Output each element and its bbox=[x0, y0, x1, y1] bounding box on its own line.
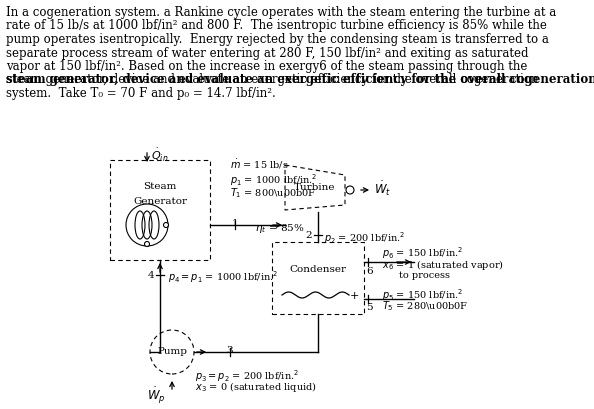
Circle shape bbox=[150, 330, 194, 374]
Text: system.  Take T₀ = 70 F and p₀ = 14.7 lbf/in².: system. Take T₀ = 70 F and p₀ = 14.7 lbf… bbox=[6, 87, 276, 100]
Text: rate of 15 lb/s at 1000 lbf/in² and 800 F.  The isentropic turbine efficiency is: rate of 15 lb/s at 1000 lbf/in² and 800 … bbox=[6, 20, 547, 32]
Text: $\dot{W}_t$: $\dot{W}_t$ bbox=[374, 180, 391, 198]
Text: pump operates isentropically.  Energy rejected by the condensing steam is transf: pump operates isentropically. Energy rej… bbox=[6, 33, 549, 46]
Text: Turbine: Turbine bbox=[294, 183, 336, 192]
Text: $x_3$ = 0 (saturated liquid): $x_3$ = 0 (saturated liquid) bbox=[195, 380, 317, 394]
Text: $T_1$ = 800\u00b0F: $T_1$ = 800\u00b0F bbox=[230, 186, 317, 200]
Text: $p_1$ = 1000 lbf/in.$^2$: $p_1$ = 1000 lbf/in.$^2$ bbox=[230, 172, 318, 188]
Text: 5: 5 bbox=[366, 303, 372, 312]
Text: $\dot{W}_p$: $\dot{W}_p$ bbox=[147, 386, 166, 406]
Text: Condenser: Condenser bbox=[289, 265, 346, 274]
Text: 3: 3 bbox=[227, 346, 233, 355]
Text: vapor at 150 lbf/in². Based on the increase in exergy6 of the steam passing thro: vapor at 150 lbf/in². Based on the incre… bbox=[6, 60, 527, 73]
Circle shape bbox=[144, 241, 150, 247]
Text: In a cogeneration system. a Rankine cycle operates with the steam entering the t: In a cogeneration system. a Rankine cycl… bbox=[6, 6, 556, 19]
Text: 2: 2 bbox=[305, 231, 312, 240]
Text: $T_5$ = 280\u00b0F: $T_5$ = 280\u00b0F bbox=[382, 299, 469, 313]
Text: $p_5$ = 150 lbf/in.$^2$: $p_5$ = 150 lbf/in.$^2$ bbox=[382, 287, 463, 303]
Bar bbox=[110, 160, 210, 260]
Text: $p_2$ = 200 lbf/in.$^2$: $p_2$ = 200 lbf/in.$^2$ bbox=[324, 230, 405, 246]
Text: $p_3 = p_2$ = 200 lbf/in.$^2$: $p_3 = p_2$ = 200 lbf/in.$^2$ bbox=[195, 368, 299, 384]
Text: $p_6$ = 150 lbf/in.$^2$: $p_6$ = 150 lbf/in.$^2$ bbox=[382, 245, 463, 261]
Circle shape bbox=[346, 186, 354, 194]
Text: $\dot{m}$ = 15 lb/s: $\dot{m}$ = 15 lb/s bbox=[230, 158, 289, 171]
Text: Pump: Pump bbox=[157, 348, 187, 357]
Text: 6: 6 bbox=[366, 267, 372, 276]
Bar bbox=[272, 242, 364, 314]
Text: $\dot{Q}_{in}$: $\dot{Q}_{in}$ bbox=[151, 146, 169, 164]
Text: +: + bbox=[349, 291, 359, 301]
Text: steam generator, device and evaluate an exergetic efficiency for the overall cog: steam generator, device and evaluate an … bbox=[6, 74, 539, 86]
Text: Steam: Steam bbox=[143, 182, 176, 191]
Text: Generator: Generator bbox=[133, 197, 187, 206]
Text: 1: 1 bbox=[232, 219, 238, 228]
Text: steam generator, device and evaluate an exergetic efficiency for the overall cog: steam generator, device and evaluate an … bbox=[6, 74, 594, 86]
Circle shape bbox=[163, 222, 169, 227]
Text: $p_4 = p_1$ = 1000 lbf/in.$^2$: $p_4 = p_1$ = 1000 lbf/in.$^2$ bbox=[168, 269, 279, 285]
Text: to process: to process bbox=[399, 271, 450, 280]
Text: $\eta_t$ = 85%: $\eta_t$ = 85% bbox=[255, 222, 305, 235]
Text: separate process stream of water entering at 280 F, 150 lbf/in² and exiting as s: separate process stream of water enterin… bbox=[6, 47, 529, 59]
Text: 4: 4 bbox=[147, 270, 154, 279]
Text: $x_6$ = 1 (saturated vapor): $x_6$ = 1 (saturated vapor) bbox=[382, 258, 504, 272]
